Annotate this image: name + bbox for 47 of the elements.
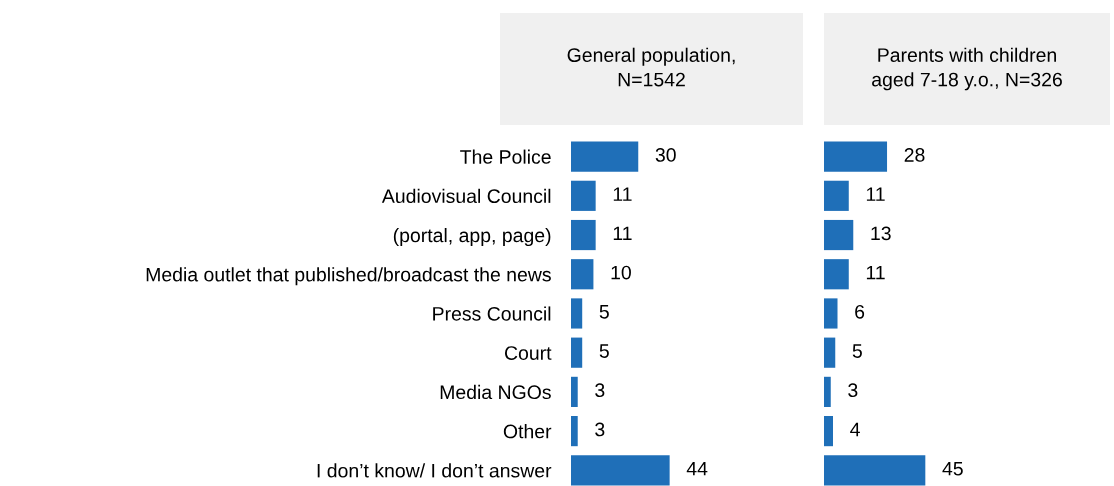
bar [824,376,831,407]
bar [571,259,594,290]
y-tick-label: (portal, app, page) [393,227,551,247]
data-label: 6 [855,304,865,319]
bar [571,376,578,407]
bar [571,298,583,329]
chart-title: General population, N=1542 [567,47,735,87]
data-label: 5 [599,305,609,319]
bar [824,298,838,329]
y-tick-label: Media NGOs [440,384,551,400]
data-label: 3 [848,383,858,398]
bar [824,416,834,447]
bar [824,455,926,486]
bar [824,259,849,290]
bar [824,219,854,251]
text: Parents with children aged 7-18 y.o., N=326 [872,47,1062,91]
bar [571,416,578,447]
y-tick-label: Court [505,346,552,360]
y-tick-label: Press Council [433,306,551,321]
bar [571,141,639,172]
bar [571,455,670,486]
bar [824,180,849,211]
data-label: 3 [595,383,605,398]
y-tick-label: Media outlet that published/broadcast the news [146,267,551,286]
data-label: 11 [613,226,632,241]
data-label: 45 [942,461,963,476]
data-label: 3 [595,422,605,437]
y-tick-label: Other [503,424,552,439]
y-tick-label: Audiovisual Council [381,188,551,204]
data-label: 44 [686,461,708,476]
bar [824,141,888,172]
data-label: 5 [852,344,862,358]
data-label: 30 [655,148,676,162]
y-tick-label: I don’t know/ I don’t answer [317,463,552,478]
bar [571,180,596,211]
bar [571,337,583,368]
data-label: 11 [613,187,632,201]
y-tick-label: The Police [460,149,551,164]
data-label: 4 [850,422,860,437]
data-label: 13 [871,226,891,241]
data-label: 11 [866,187,885,201]
data-label: 11 [866,265,885,280]
bar [824,337,836,368]
data-label: 5 [599,344,609,358]
bar [571,219,596,251]
data-label: 10 [611,265,631,280]
data-label: 28 [904,148,925,162]
